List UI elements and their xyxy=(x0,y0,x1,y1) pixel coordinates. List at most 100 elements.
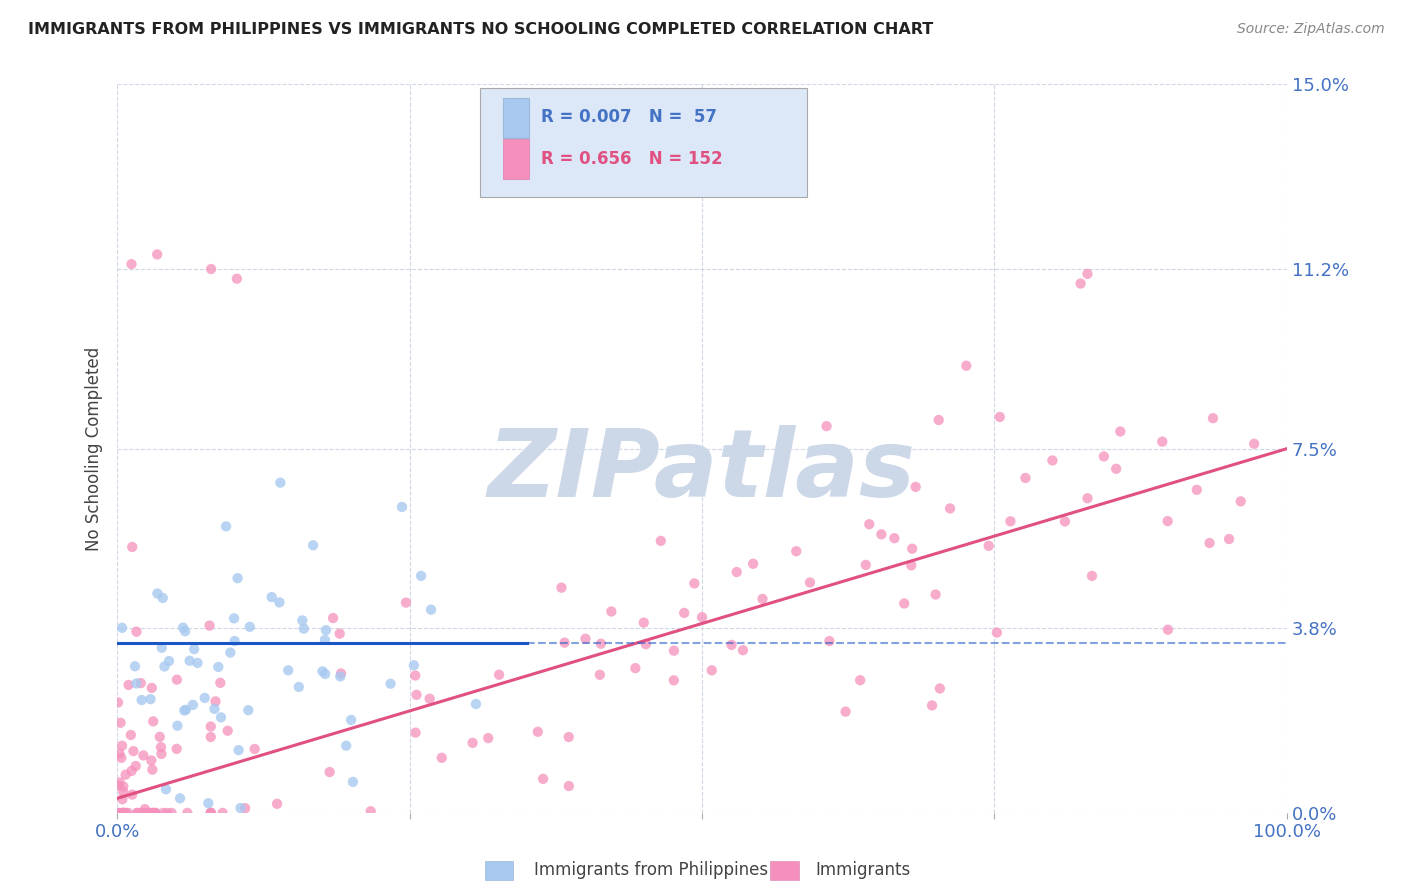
Point xyxy=(624,661,647,675)
Point xyxy=(219,646,242,660)
Point xyxy=(1076,491,1098,506)
FancyBboxPatch shape xyxy=(503,139,529,179)
Point xyxy=(141,805,163,820)
Text: R = 0.656   N = 152: R = 0.656 N = 152 xyxy=(540,151,723,169)
Point xyxy=(160,805,183,820)
Point xyxy=(111,621,134,635)
Point xyxy=(329,626,352,640)
Point xyxy=(921,698,943,713)
Point xyxy=(152,805,174,820)
Point xyxy=(404,668,426,682)
Point xyxy=(142,714,165,729)
Point xyxy=(1218,532,1240,546)
Point xyxy=(531,772,554,786)
Point xyxy=(589,637,612,651)
Point xyxy=(633,615,655,630)
Point xyxy=(117,805,139,820)
Point xyxy=(662,673,685,688)
Point xyxy=(200,262,222,277)
Point xyxy=(342,775,364,789)
Point xyxy=(172,621,194,635)
Point xyxy=(225,271,247,285)
Point xyxy=(233,801,256,815)
Point xyxy=(465,697,488,711)
Point xyxy=(558,779,581,793)
Point xyxy=(149,740,172,755)
Point xyxy=(330,666,353,681)
Point xyxy=(600,605,623,619)
Point xyxy=(186,656,208,670)
Point xyxy=(288,680,311,694)
Point xyxy=(589,667,612,681)
Point xyxy=(181,698,204,712)
Point xyxy=(1202,411,1225,425)
Point xyxy=(204,694,226,708)
Y-axis label: No Schooling Completed: No Schooling Completed xyxy=(86,347,103,550)
Point xyxy=(229,801,252,815)
Point xyxy=(145,805,167,820)
Point xyxy=(139,692,162,706)
Point xyxy=(420,602,443,616)
Point xyxy=(105,805,128,820)
Point xyxy=(527,724,550,739)
Point xyxy=(228,743,250,757)
Point xyxy=(269,475,291,490)
Point xyxy=(893,597,915,611)
Point xyxy=(1243,437,1265,451)
Point xyxy=(1070,277,1092,291)
Point xyxy=(222,611,245,625)
Point xyxy=(176,805,198,820)
Point xyxy=(200,720,222,734)
Point xyxy=(207,660,229,674)
Point xyxy=(238,703,260,717)
Point xyxy=(136,805,159,820)
Point xyxy=(134,802,156,816)
Point xyxy=(200,805,222,820)
Point xyxy=(986,625,1008,640)
Point xyxy=(131,693,153,707)
Point xyxy=(112,805,135,820)
Text: ZIPatlas: ZIPatlas xyxy=(488,425,917,516)
Point xyxy=(883,531,905,545)
Point xyxy=(226,571,249,585)
Point xyxy=(683,576,706,591)
Point xyxy=(1092,450,1115,464)
Point xyxy=(1053,515,1076,529)
Point xyxy=(198,618,221,632)
Point xyxy=(260,590,283,604)
Point xyxy=(243,742,266,756)
Point xyxy=(121,788,143,802)
Point xyxy=(302,538,325,552)
Point xyxy=(315,623,337,637)
Point xyxy=(174,624,197,639)
Point xyxy=(419,691,441,706)
Point xyxy=(166,673,188,687)
Point xyxy=(904,480,927,494)
Point xyxy=(127,805,149,820)
Point xyxy=(150,640,173,655)
Point xyxy=(870,527,893,541)
Point xyxy=(129,676,152,690)
Point xyxy=(132,748,155,763)
Point xyxy=(121,257,143,271)
Point xyxy=(108,747,131,761)
Point xyxy=(1105,462,1128,476)
FancyBboxPatch shape xyxy=(479,88,807,197)
Point xyxy=(720,638,742,652)
Point xyxy=(108,775,131,789)
Point xyxy=(955,359,977,373)
Point xyxy=(461,736,484,750)
Point xyxy=(107,779,129,793)
Point xyxy=(815,419,838,434)
Point xyxy=(114,767,136,781)
Point xyxy=(209,710,232,724)
Point xyxy=(988,409,1011,424)
Point xyxy=(152,591,174,605)
Point xyxy=(329,669,352,683)
Point xyxy=(900,558,922,573)
Point xyxy=(141,681,163,695)
Point xyxy=(574,632,596,646)
Point xyxy=(928,413,950,427)
Point xyxy=(405,725,427,739)
Point xyxy=(215,519,238,533)
